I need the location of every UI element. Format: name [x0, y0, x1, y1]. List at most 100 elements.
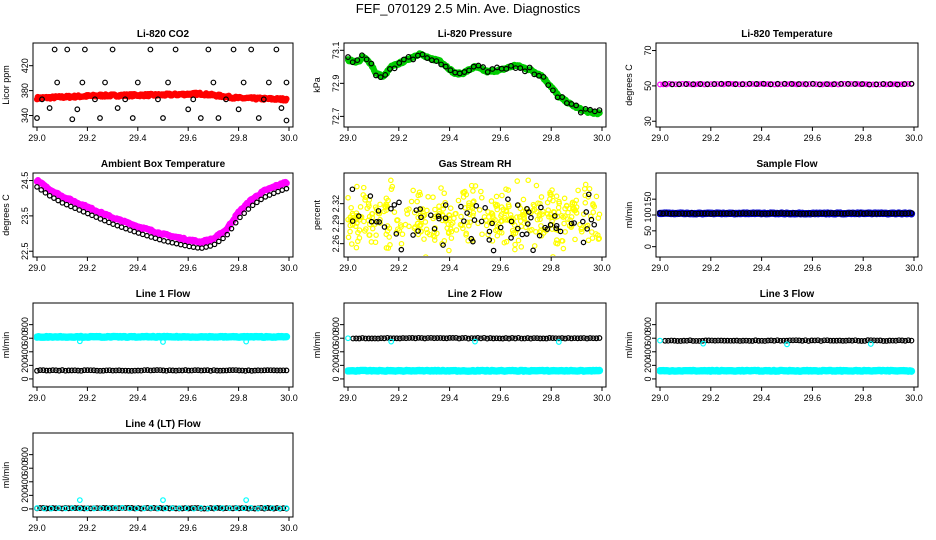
series-1-point — [258, 367, 265, 374]
series-0-point — [417, 191, 423, 198]
series-1-point — [216, 238, 222, 245]
series-0-point — [511, 222, 518, 228]
series-0-point — [518, 244, 525, 250]
series-1-point — [749, 338, 756, 344]
series-1-point — [852, 81, 859, 87]
series-1-point — [240, 79, 247, 86]
series-2-point — [76, 338, 83, 345]
y-tick-label: 0 — [643, 376, 653, 381]
series-0-point — [472, 183, 479, 189]
series-0-point — [537, 216, 543, 223]
series-1-point — [577, 109, 584, 116]
series-0-point — [144, 505, 151, 511]
series-1-point — [849, 337, 856, 344]
series-1-point — [427, 212, 434, 219]
series-1-point — [577, 335, 584, 342]
series-1-point — [83, 505, 90, 512]
series-1-point — [549, 87, 556, 94]
series-0-point — [447, 226, 454, 232]
series-1-point — [854, 210, 861, 217]
plot-area — [34, 497, 290, 512]
series-0-point — [582, 199, 589, 206]
series-0-point — [589, 235, 596, 241]
series-1-point — [683, 81, 690, 87]
series-0-point — [503, 208, 510, 214]
x-tick-label: 29.4 — [753, 133, 771, 143]
series-1-point — [447, 67, 454, 74]
series-1-point — [373, 72, 379, 79]
series-0-point — [441, 190, 448, 197]
series-1-point — [396, 59, 403, 66]
series-1-point — [870, 210, 877, 217]
series-1-point — [894, 81, 901, 88]
series-1-point — [274, 367, 280, 374]
y-axis-label: degrees C — [1, 194, 11, 236]
series-1-point — [864, 337, 871, 344]
series-1-point — [126, 505, 133, 512]
series-1-point — [708, 210, 714, 217]
x-tick-label: 30.0 — [905, 393, 923, 403]
series-0-point — [550, 197, 556, 204]
series-0-point — [453, 227, 460, 233]
series-1-point — [487, 335, 494, 341]
series-1-point — [40, 367, 47, 374]
series-1-point — [758, 210, 765, 217]
series-1-point — [822, 210, 829, 217]
series-1-point — [468, 335, 475, 342]
series-1-point — [668, 337, 675, 344]
series-1-point — [714, 210, 721, 217]
series-1-point — [790, 210, 797, 217]
series-1-point — [478, 335, 484, 342]
series-1-point — [233, 367, 239, 373]
y-tick-label: 400 — [20, 344, 30, 359]
series-0-point — [366, 232, 372, 238]
series-1-point — [755, 337, 762, 344]
series-0-point — [470, 188, 476, 194]
series-1-point — [580, 218, 586, 225]
series-1-point — [746, 80, 753, 87]
series-1-point — [711, 210, 718, 217]
series-0-point — [590, 202, 596, 209]
chart-line3: Line 3 Flow ml/min 29.0 29.2 29.4 29.6 29.8 30.… — [624, 289, 923, 403]
series-1-point — [827, 337, 834, 344]
series-1-point — [514, 225, 521, 232]
plot-frame — [32, 42, 294, 128]
series-1-point — [588, 216, 595, 223]
x-tick-label: 29.0 — [28, 133, 46, 143]
series-1-point — [559, 335, 565, 341]
series-1-point — [55, 197, 61, 204]
series-0-point — [876, 81, 883, 88]
series-1-point — [211, 241, 218, 248]
x-tick-label: 29.6 — [804, 133, 822, 143]
series-0-point — [498, 211, 505, 217]
y-axis-label: ml/min — [312, 332, 322, 359]
series-1-point — [819, 210, 826, 217]
series-1-point — [549, 335, 556, 342]
plot-area — [345, 334, 604, 375]
y-axis-label: percent — [312, 199, 322, 230]
series-1-point — [235, 106, 242, 113]
series-0-point — [436, 203, 442, 209]
series-1-point — [276, 505, 283, 512]
series-1-point — [720, 210, 727, 217]
series-1-point — [591, 221, 598, 228]
series-0-point — [347, 228, 353, 235]
series-1-point — [482, 205, 488, 211]
series-1-point — [830, 337, 837, 344]
series-0-point — [565, 209, 571, 216]
series-0-point — [366, 203, 372, 209]
series-1-point — [818, 338, 824, 344]
series-1-point — [214, 367, 220, 374]
series-1-point — [87, 367, 94, 374]
series-1-point — [201, 367, 208, 374]
series-1-point — [396, 335, 403, 342]
series-1-point — [377, 74, 384, 81]
x-tick-label: 29.2 — [79, 523, 97, 533]
plot-area — [345, 50, 603, 118]
series-1-point — [283, 79, 290, 86]
series-0-point — [841, 81, 848, 87]
series-1-point — [886, 337, 893, 344]
series-1-point — [886, 210, 893, 217]
y-tick-label: 150 — [643, 192, 653, 207]
series-1-point — [901, 81, 908, 87]
